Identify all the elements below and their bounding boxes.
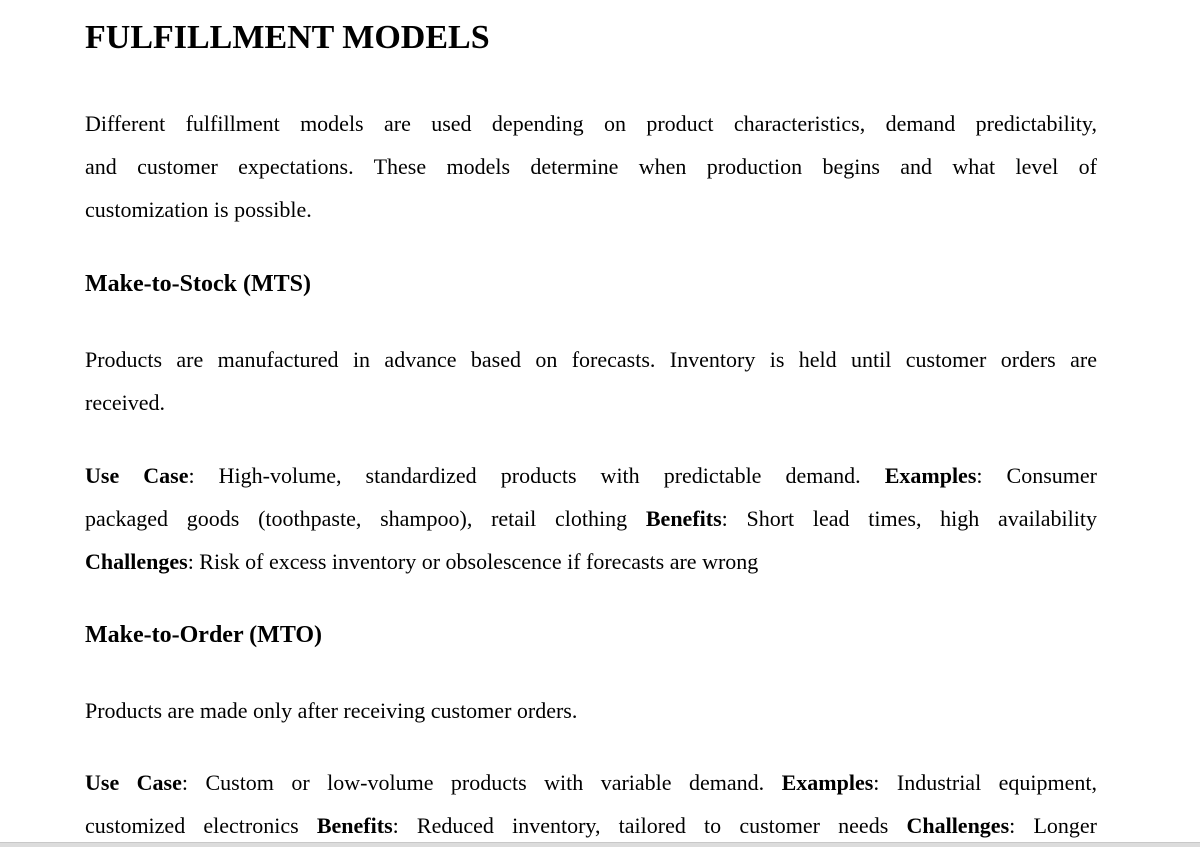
mto-description-line: Products are made only after receiving c… <box>85 698 1097 724</box>
text-run: Different fulfillment models are used de… <box>85 111 1097 136</box>
mts-description-line: Products are manufactured in advance bas… <box>85 347 1097 373</box>
mts-description-line: received. <box>85 390 1097 416</box>
text-run: customization is possible. <box>85 197 312 222</box>
text-run: : High-volume, standardized products wit… <box>188 463 885 488</box>
text-run: : Short lead times, high availability <box>721 506 1098 531</box>
section-heading-mts: Make-to-Stock (MTS) <box>85 271 311 297</box>
mto-details-line: Use Case: Custom or low-volume products … <box>85 770 1097 796</box>
bold-label: Examples <box>884 463 977 488</box>
bold-label: Benefits <box>316 813 393 838</box>
bold-label: Challenges <box>85 549 188 574</box>
page-bottom-edge <box>0 842 1200 847</box>
text-run: : Industrial equipment, <box>873 770 1097 795</box>
mts-details-line: Challenges: Risk of excess inventory or … <box>85 549 1097 575</box>
text-run: customized electronics <box>85 813 317 838</box>
text-run: : Custom or low-volume products with var… <box>181 770 782 795</box>
bold-label: Challenges <box>906 813 1010 838</box>
mto-details-line: customized electronics Benefits: Reduced… <box>85 813 1097 839</box>
section-heading-mto: Make-to-Order (MTO) <box>85 622 323 648</box>
page-title: FULFILLMENT MODELS <box>85 19 490 56</box>
text-run: and customer expectations. These models … <box>85 154 1097 179</box>
mts-details-line: packaged goods (toothpaste, shampoo), re… <box>85 506 1097 532</box>
bold-label: Use Case <box>85 770 182 795</box>
intro-paragraph-line: and customer expectations. These models … <box>85 154 1097 180</box>
mts-details-line: Use Case: High-volume, standardized prod… <box>85 463 1097 489</box>
text-run: packaged goods (toothpaste, shampoo), re… <box>85 506 646 531</box>
text-run: Products are made only after receiving c… <box>85 698 578 723</box>
text-run: Products are manufactured in advance bas… <box>85 347 1097 372</box>
bold-label: Examples <box>781 770 874 795</box>
bold-label: Benefits <box>645 506 722 531</box>
text-run: : Consumer <box>976 463 1097 488</box>
text-run: : Risk of excess inventory or obsolescen… <box>187 549 759 574</box>
text-run: received. <box>85 390 165 415</box>
intro-paragraph-line: Different fulfillment models are used de… <box>85 111 1097 137</box>
intro-paragraph-line: customization is possible. <box>85 197 1097 223</box>
bold-label: Use Case <box>85 463 189 488</box>
text-run: : Longer <box>1009 813 1097 838</box>
text-run: : Reduced inventory, tailored to custome… <box>392 813 907 838</box>
